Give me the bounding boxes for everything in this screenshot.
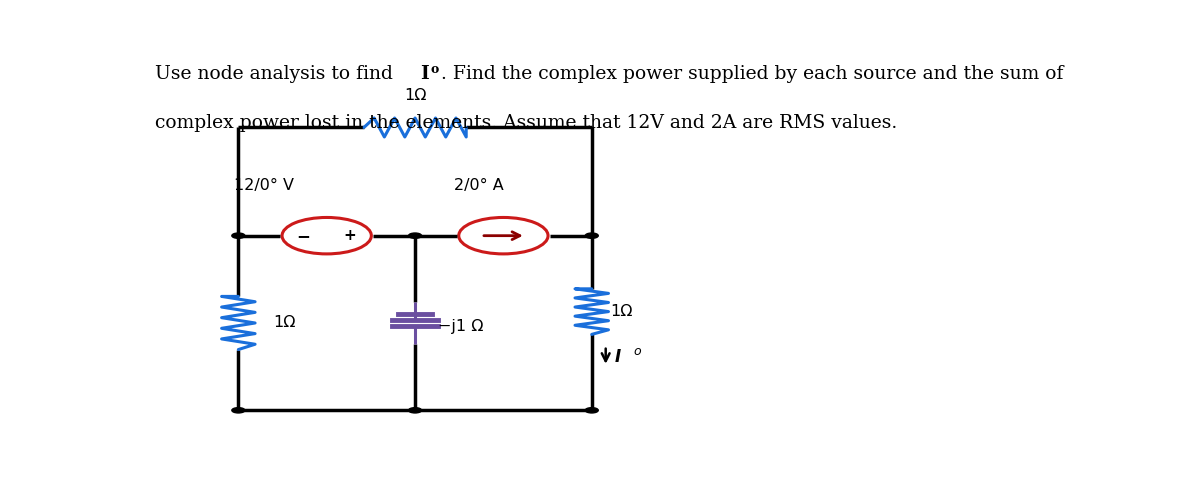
Text: −j1 Ω: −j1 Ω xyxy=(438,319,484,334)
Text: complex power lost in the elements. Assume that 12V and 2A are RMS values.: complex power lost in the elements. Assu… xyxy=(155,114,896,132)
Text: 1Ω: 1Ω xyxy=(611,304,632,319)
Text: I: I xyxy=(420,65,428,83)
Circle shape xyxy=(408,408,421,413)
Text: o: o xyxy=(634,345,641,358)
Circle shape xyxy=(586,233,599,238)
Circle shape xyxy=(586,408,599,413)
Text: Use node analysis to find: Use node analysis to find xyxy=(155,65,398,83)
Text: 12/0° V: 12/0° V xyxy=(234,178,294,193)
Circle shape xyxy=(408,233,421,238)
Text: 1Ω: 1Ω xyxy=(274,316,296,330)
Text: −: − xyxy=(296,227,311,245)
Circle shape xyxy=(232,233,245,238)
Text: o: o xyxy=(431,63,439,76)
Text: I: I xyxy=(616,348,622,366)
Circle shape xyxy=(232,408,245,413)
Text: . Find the complex power supplied by each source and the sum of: . Find the complex power supplied by eac… xyxy=(442,65,1063,83)
Text: 2/0° A: 2/0° A xyxy=(454,178,504,193)
Text: +: + xyxy=(343,228,356,243)
Text: 1Ω: 1Ω xyxy=(403,88,426,103)
